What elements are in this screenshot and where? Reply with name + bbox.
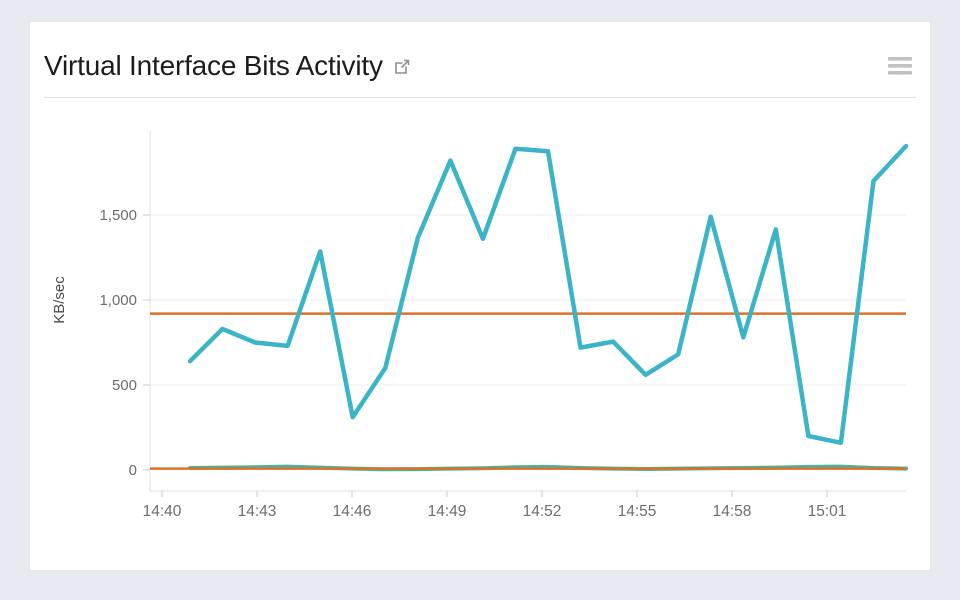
x-axis-label: 14:55 [618,503,657,520]
page-title: Virtual Interface Bits Activity [44,50,383,81]
y-axis-title: KB/sec [51,276,68,324]
x-axis-label: 14:49 [428,503,467,520]
hamburger-menu-icon [888,57,912,75]
x-axis-label: 14:40 [143,503,182,520]
virtual-interface-bits-out-series-line [188,464,908,472]
y-axis-label: 1,500 [99,207,137,224]
header-divider [44,97,916,98]
card-header: Virtual Interface Bits Activity [44,46,916,86]
y-axis-label: 1,000 [99,292,137,309]
line-chart: 0 500 1,000 1,500 14:40 14:43 14:46 14:49 14:52 1… [30,97,930,570]
chart-card: Virtual Interface Bits Activity 0 500 1,00… [30,22,930,570]
x-axis-label: 14:43 [238,503,277,520]
x-axis-label: 14:58 [713,503,752,520]
y-axis-label: 500 [112,377,137,394]
external-link-icon[interactable] [393,58,411,76]
x-axis-label: 15:01 [808,503,847,520]
y-axis-label: 0 [129,462,137,479]
virtual-interface-bits-in-series-line [187,143,909,446]
chart-menu-button[interactable] [884,52,916,80]
x-axis-label: 14:46 [333,503,372,520]
x-axis-label: 14:52 [523,503,562,520]
